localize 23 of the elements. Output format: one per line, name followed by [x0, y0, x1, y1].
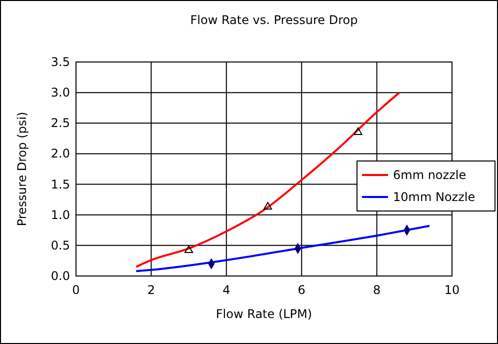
x-tick-label: 0 [72, 283, 80, 297]
point [354, 127, 362, 136]
legend-label: 6mm nozzle [393, 168, 466, 182]
point [184, 245, 194, 254]
point [263, 202, 272, 210]
x-tick-label: 2 [147, 283, 156, 297]
x-tick-label: 8 [372, 283, 381, 297]
x-tick-label: 4 [222, 283, 230, 297]
y-tick-label: 3.0 [50, 86, 70, 100]
x-tick-label: 10 [444, 283, 460, 297]
y-tick-label: 0.0 [50, 269, 70, 283]
y-tick-label: 1.0 [50, 208, 70, 222]
y-tick-label: 1.5 [50, 177, 70, 192]
y-tick-label: 2.0 [50, 146, 70, 161]
x-tick-label: 6 [298, 283, 306, 297]
chart-title: Flow Rate vs. Pressure Drop [190, 13, 358, 27]
legend-label: 10mm Nozzle [393, 190, 476, 204]
y-tick-label: 3.5 [50, 55, 70, 69]
line-series [135, 224, 430, 272]
y-tick-label: 2.5 [50, 116, 70, 130]
y-axis-title: Pressure Drop (psi) [15, 112, 29, 226]
x-axis-title: Flow Rate (LPM) [216, 307, 312, 321]
y-tick-label: 0.5 [50, 238, 70, 252]
